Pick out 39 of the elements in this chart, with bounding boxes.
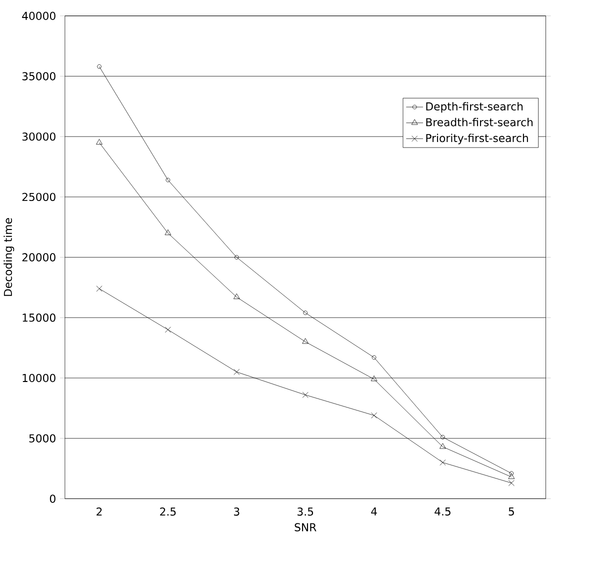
point (233, 293, 240, 299)
point (164, 229, 172, 235)
y-tick-label: 20000 (22, 253, 56, 262)
legend-label: Priority-first-search (426, 134, 528, 144)
x-tick-label: 3 (234, 507, 240, 516)
point (440, 459, 446, 466)
y-tick-label: 10000 (22, 374, 56, 382)
x-tick-label: 2 (96, 507, 102, 516)
x-tick-label: 3.5 (298, 507, 314, 516)
y-tick-label: 0 (50, 494, 56, 503)
y-tick-label: 40000 (22, 12, 56, 20)
legend-label: Depth-first-search (426, 102, 523, 113)
y-tick-label: 5000 (29, 434, 56, 442)
x-tick-label: 2.5 (160, 507, 176, 516)
point (440, 443, 446, 449)
point (440, 434, 445, 440)
x-tick-label: 5 (508, 507, 514, 516)
point (302, 392, 308, 398)
point (234, 255, 239, 260)
y-tick-label: 30000 (22, 132, 56, 141)
point (370, 375, 378, 382)
point (508, 480, 514, 486)
y-tick-label: 25000 (22, 192, 56, 201)
point (166, 178, 170, 182)
y-tick-label: 15000 (22, 313, 56, 322)
x-tick-label: 4.5 (434, 507, 450, 516)
point (303, 310, 308, 315)
point (96, 286, 102, 292)
point (371, 412, 378, 418)
x-tick-label: 4 (371, 507, 377, 516)
legend-label: Breadth-first-search (426, 118, 533, 126)
point (96, 138, 102, 144)
point (164, 326, 171, 333)
x-axis-title: SNR (294, 523, 316, 532)
point (302, 338, 309, 344)
point (234, 368, 240, 375)
y-tick-label: 35000 (22, 72, 56, 80)
y-axis-title: Decoding time (4, 218, 14, 296)
point (372, 355, 376, 360)
